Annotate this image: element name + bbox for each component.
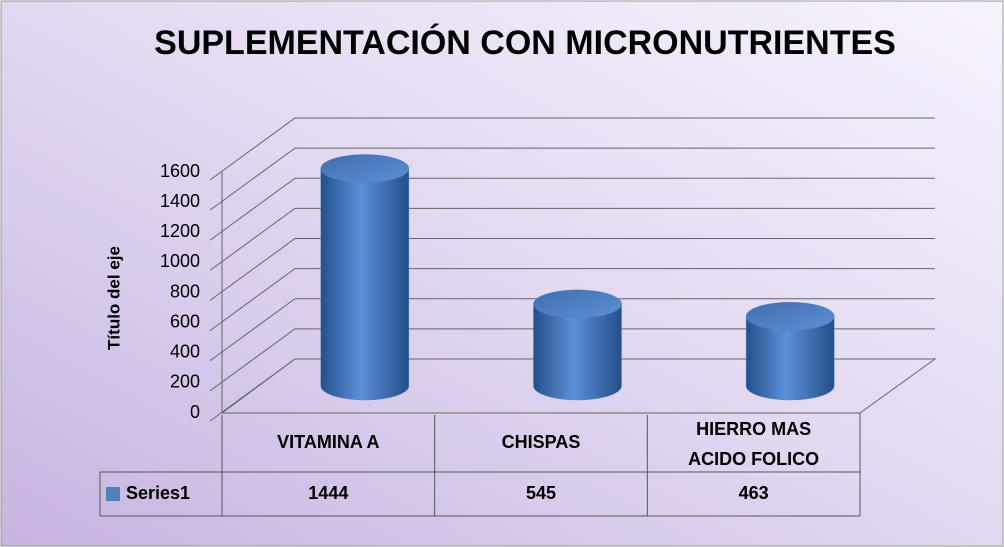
grid-line — [209, 177, 935, 241]
x-tick-label: VITAMINA A — [277, 432, 379, 452]
x-tick-label: CHISPAS — [502, 432, 581, 452]
grid-line — [209, 147, 935, 211]
grid-line — [209, 207, 935, 271]
y-tick-label: 200 — [170, 372, 200, 392]
chart-title: SUPLEMENTACIÓN CON MICRONUTRIENTES — [154, 24, 896, 62]
y-tick-label: 400 — [170, 342, 200, 362]
y-tick-label: 1200 — [160, 221, 200, 241]
y-axis-title: Título del eje — [104, 246, 123, 350]
legend-label: Series1 — [126, 483, 190, 503]
y-tick-label: 1600 — [160, 161, 200, 181]
grid-line — [209, 117, 935, 181]
bar-top — [533, 289, 622, 319]
data-table-value: 463 — [739, 483, 769, 503]
y-tick-label: 1000 — [160, 251, 200, 271]
bar-top — [320, 154, 410, 183]
grid-line — [209, 268, 935, 332]
y-tick-label: 0 — [190, 402, 200, 422]
grid-line — [209, 238, 935, 301]
x-tick-label: HIERRO MAS ACIDO FOLICO — [688, 419, 819, 469]
data-table-value: 1444 — [308, 483, 348, 503]
grid-line — [209, 328, 935, 392]
grid-line — [209, 358, 935, 422]
y-tick-label: 1400 — [160, 191, 200, 211]
grid-line — [209, 298, 935, 362]
legend-swatch — [106, 487, 120, 501]
bar — [320, 168, 410, 401]
bar — [533, 303, 622, 401]
y-tick-label: 600 — [170, 311, 200, 331]
data-table-value: 545 — [526, 483, 556, 503]
y-tick-label: 800 — [170, 281, 200, 301]
bar-top — [745, 302, 835, 331]
